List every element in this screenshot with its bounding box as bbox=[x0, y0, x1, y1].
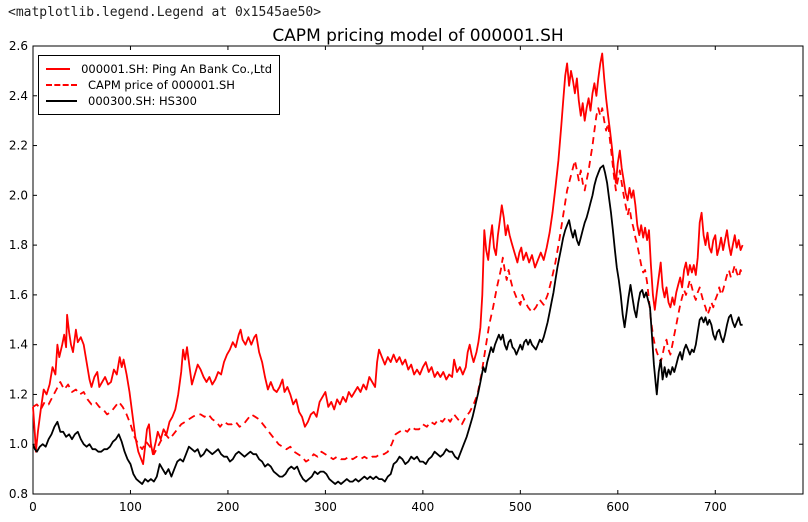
svg-text:1.2: 1.2 bbox=[9, 387, 28, 401]
legend-item-hs300: 000300.SH: HS300 bbox=[46, 93, 272, 109]
legend-item-stock: 000001.SH: Ping An Bank Co.,Ltd bbox=[46, 61, 272, 77]
svg-text:100: 100 bbox=[119, 500, 142, 514]
svg-text:400: 400 bbox=[411, 500, 434, 514]
svg-text:2.6: 2.6 bbox=[9, 39, 28, 53]
red-solid-line-sample bbox=[46, 68, 71, 70]
svg-text:300: 300 bbox=[314, 500, 337, 514]
svg-text:500: 500 bbox=[509, 500, 532, 514]
svg-text:2.0: 2.0 bbox=[9, 188, 28, 202]
red-dashed-line-sample bbox=[46, 84, 77, 86]
chart-legend: 000001.SH: Ping An Bank Co.,Ltd CAPM pri… bbox=[38, 55, 280, 115]
svg-text:0: 0 bbox=[29, 500, 37, 514]
svg-text:2.2: 2.2 bbox=[9, 139, 28, 153]
legend-label: 000300.SH: HS300 bbox=[88, 94, 197, 108]
svg-text:200: 200 bbox=[216, 500, 239, 514]
svg-text:1.8: 1.8 bbox=[9, 238, 28, 252]
legend-label: 000001.SH: Ping An Bank Co.,Ltd bbox=[81, 62, 272, 76]
chart-title: CAPM pricing model of 000001.SH bbox=[272, 26, 564, 46]
legend-repr-text: <matplotlib.legend.Legend at 0x1545ae50> bbox=[8, 5, 322, 20]
svg-text:700: 700 bbox=[704, 500, 727, 514]
black-solid-line-sample bbox=[46, 100, 77, 102]
legend-label: CAPM price of 000001.SH bbox=[88, 78, 235, 92]
svg-text:1.4: 1.4 bbox=[9, 338, 28, 352]
svg-text:1.0: 1.0 bbox=[9, 437, 28, 451]
svg-text:2.4: 2.4 bbox=[9, 89, 28, 103]
legend-item-capm: CAPM price of 000001.SH bbox=[46, 77, 272, 93]
svg-text:1.6: 1.6 bbox=[9, 288, 28, 302]
svg-text:0.8: 0.8 bbox=[9, 487, 28, 501]
svg-text:600: 600 bbox=[606, 500, 629, 514]
